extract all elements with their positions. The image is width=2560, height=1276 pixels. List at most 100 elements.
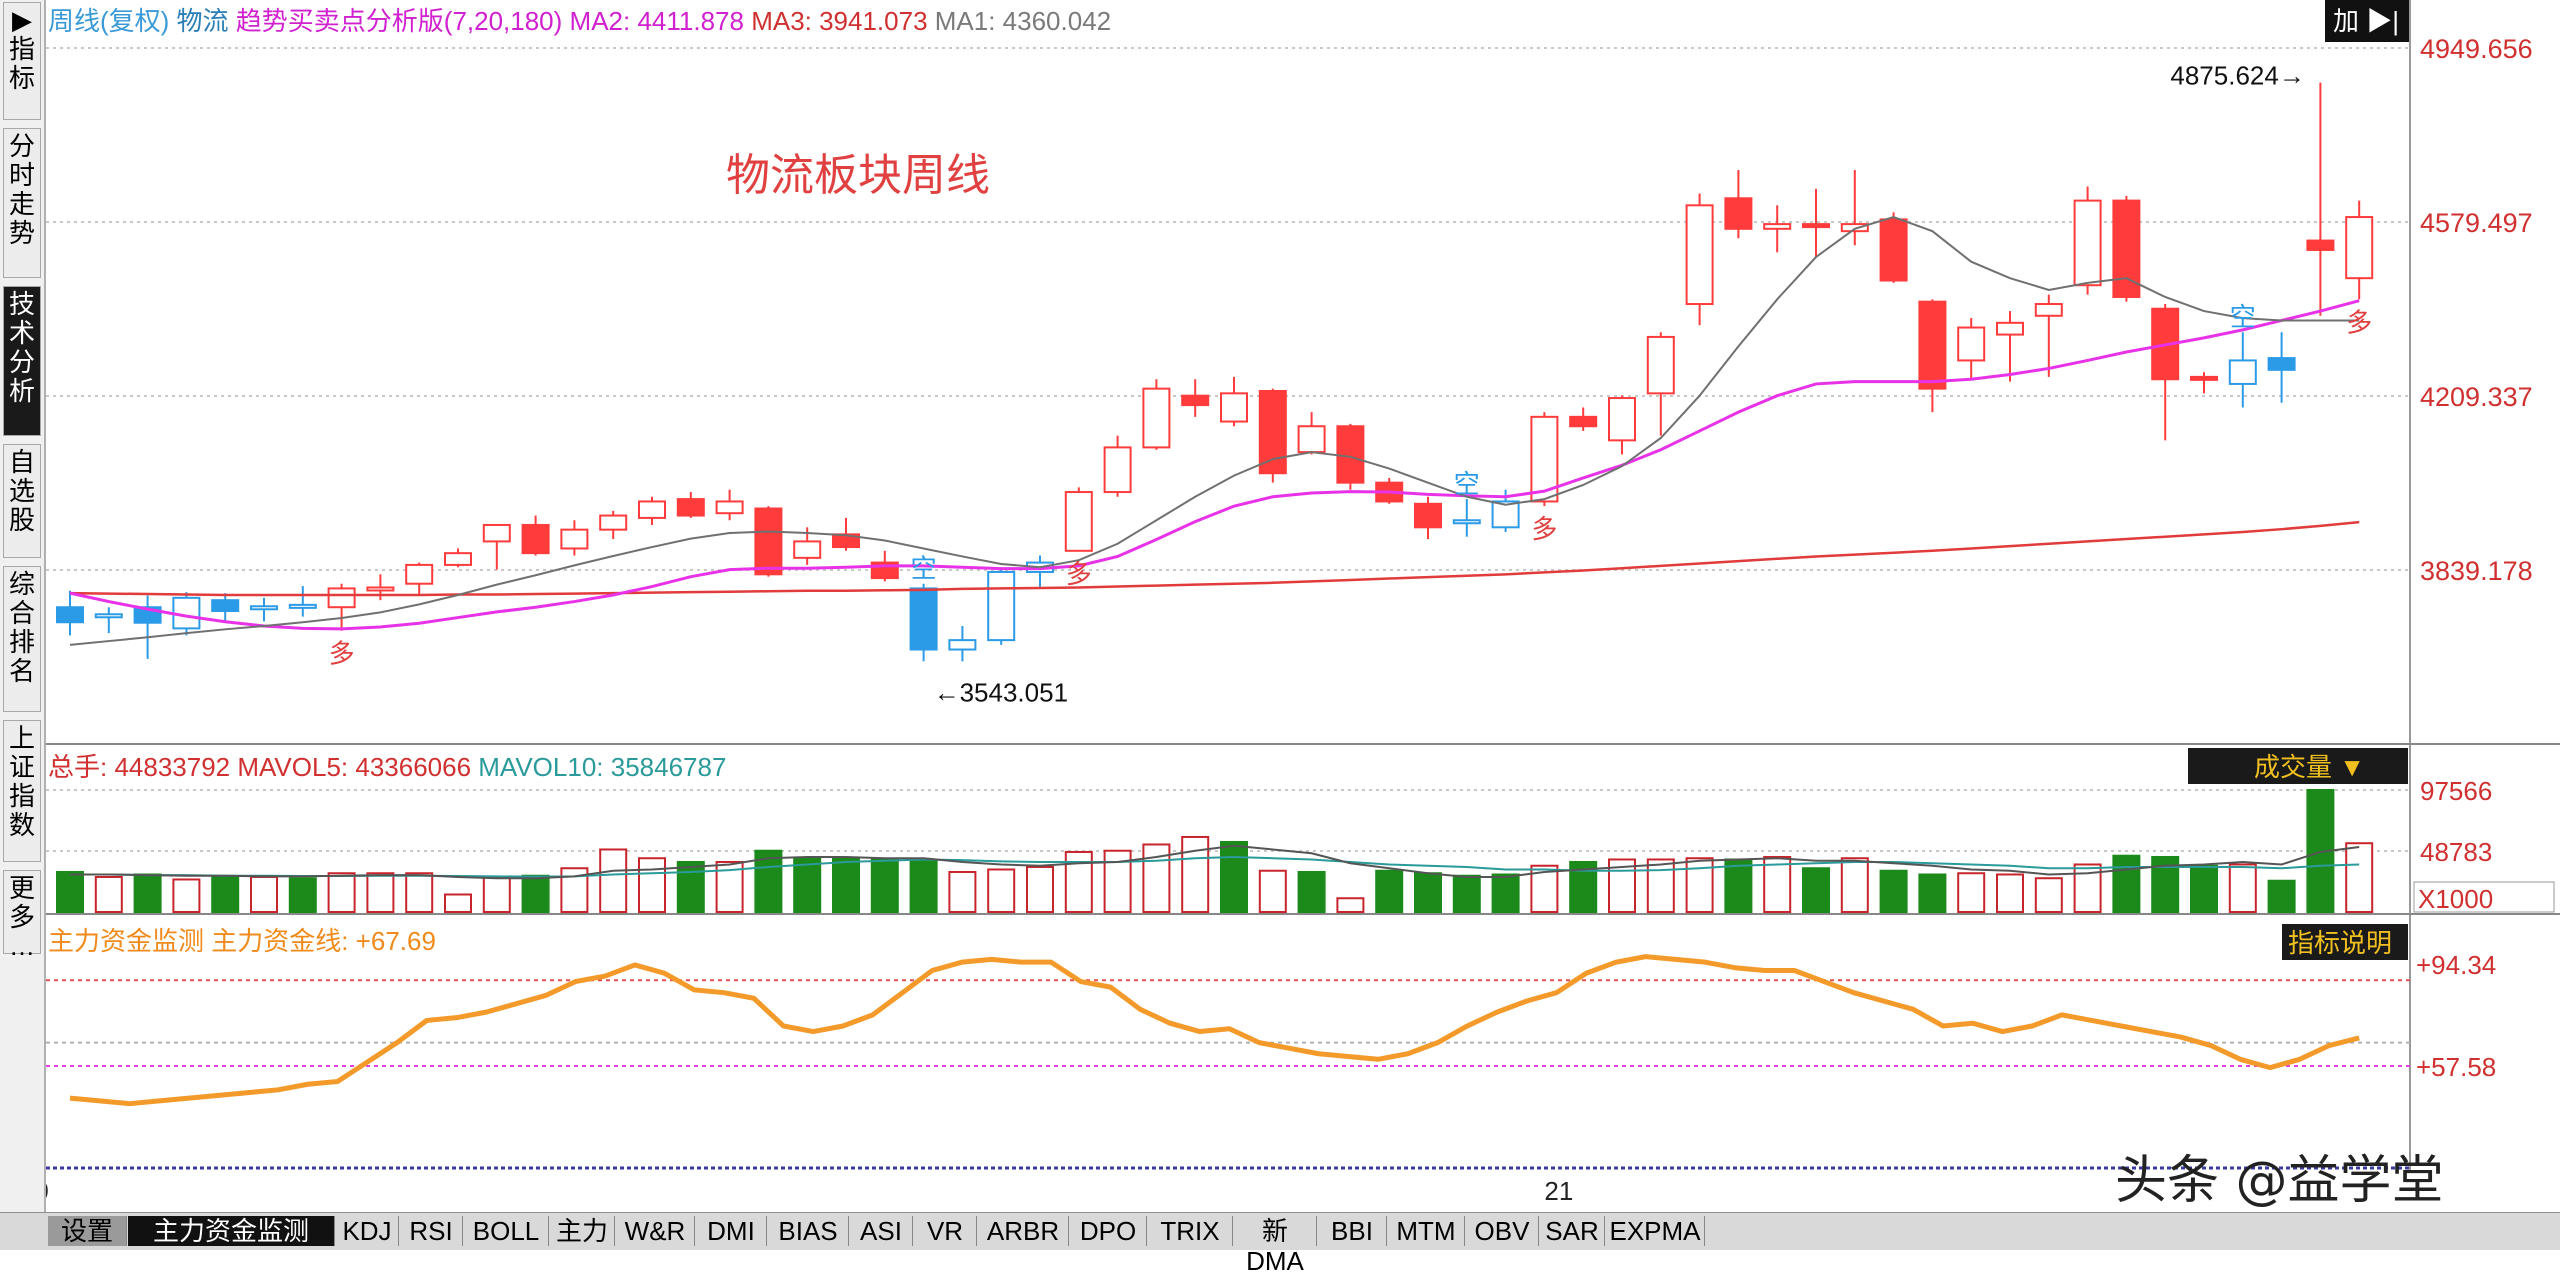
vol-bar-31 [1258,869,1287,913]
vol-bar-36 [1452,874,1481,913]
ma3-line [69,520,2360,597]
tab-10[interactable]: VR [914,1216,977,1246]
candle-body-4 [211,599,240,612]
signal-mark-3: 空 [1454,469,1480,499]
candle-body-24 [987,570,1016,642]
signal-mark-6: 多 [2346,307,2372,337]
high-annotation: 4875.624→ [2170,61,2304,91]
vol-bar-6 [288,877,317,913]
tab-7[interactable]: DMI [696,1216,767,1246]
sidebar-item-3[interactable]: 自选股 [3,444,41,558]
signal-mark-5: 空 [2230,302,2256,332]
sidebar-item-1[interactable]: 分时走势 [3,128,41,278]
tab-3[interactable]: RSI [400,1216,463,1246]
volume-selector-bg[interactable] [2188,748,2408,784]
add-button-bg[interactable] [2325,0,2409,42]
sidebar-item-5[interactable]: 上证指数 [3,720,41,862]
candle-body-39 [1569,415,1598,428]
tab-12[interactable]: DPO [1070,1216,1147,1246]
candle-body-11 [482,523,511,543]
help-button-label[interactable]: 指标说明 [2288,928,2392,958]
sidebar-item-6[interactable]: 更多… [3,870,41,961]
add-button-label[interactable]: 加 ▶| [2333,6,2399,36]
signal-mark-2: 多 [1066,559,1092,589]
candle-body-29 [1181,394,1210,407]
tab-17[interactable]: OBV [1466,1216,1539,1246]
vol-bar-41 [1646,858,1675,913]
tab-8[interactable]: BIAS [768,1216,849,1246]
candle-body-50 [1996,321,2024,336]
volume-selector-label[interactable]: 成交量 ▼ [2254,752,2365,782]
main-header: 周线(复权) 物流 趋势买卖点分析版(7,20,180) MA2: 4411.8… [48,6,1111,36]
tab-11[interactable]: ARBR [978,1216,1069,1246]
tab-14[interactable]: 新DMA [1234,1216,1317,1276]
chart-area[interactable]: 4949.656 4579.497 4209.337 3839.178 周线(复权) 物… [46,0,2560,1212]
vol-bar-25 [1026,865,1054,913]
tab-9[interactable]: ASI [850,1216,913,1246]
candle-body-44 [1763,223,1792,230]
candle-body-9 [405,563,434,585]
signal-mark-4: 多 [1531,514,1557,544]
help-button-bg[interactable] [2282,924,2408,960]
low-annotation: ←3543.051 [934,677,1068,707]
candle-body-40 [1608,397,1636,442]
money-header: 主力资金监测 主力资金线: +67.69 [48,926,436,956]
candle-body-15 [638,500,666,519]
main-ytick-0: 4949.656 [2420,34,2533,64]
candle-body-49 [1957,326,1986,362]
vol-bar-12 [521,874,550,913]
vol-bar-8 [366,872,395,914]
vol-bar-23 [948,870,977,914]
tab-19[interactable]: EXPMA [1606,1216,1705,1246]
vol-bar-15 [638,857,666,913]
candle-body-8 [366,586,395,592]
candle-body-31 [1258,389,1287,475]
vol-bar-22 [909,859,938,913]
candle-body-45 [1802,223,1830,229]
candle-body-59 [2345,216,2374,280]
vol-bar-14 [599,848,628,913]
candle-body-38 [1530,415,1559,503]
vol-ytick-1: 48783 [2420,837,2492,867]
ma1-line [69,216,2360,646]
candle-body-47 [1879,218,1908,282]
tab-13[interactable]: TRIX [1148,1216,1233,1246]
candle-body-51 [2034,303,2063,317]
vol-bar-53 [2112,854,2141,914]
candle-body-53 [2112,199,2141,298]
vol-bar-57 [2267,879,2296,914]
vol-bar-37 [1491,873,1520,914]
main-ytick-2: 4209.337 [2420,382,2533,412]
vol-bar-33 [1336,897,1365,913]
vol-bar-16 [676,860,705,914]
money-ytick-1: +57.58 [2416,1052,2496,1082]
candle-body-32 [1297,425,1326,454]
vol-bar-45 [1802,867,1830,913]
tab-1[interactable]: 主力资金监测 [128,1216,335,1246]
candle-body-55 [2190,375,2218,381]
tab-5[interactable]: 主力 [550,1216,615,1246]
sidebar-item-0[interactable]: ▶ 指标 [3,2,41,120]
vol-bar-21 [870,858,899,913]
candle-body-35 [1414,502,1442,529]
multiplier-label: X1000 [2418,884,2493,914]
vol-bar-35 [1414,872,1442,914]
tab-6[interactable]: W&R [616,1216,695,1246]
tab-16[interactable]: MTM [1388,1216,1465,1246]
tab-4[interactable]: BOLL [464,1216,549,1246]
candle-body-41 [1646,335,1675,395]
sidebar-item-4[interactable]: 综合排名 [3,566,41,712]
vol-bar-56 [2228,863,2257,914]
sidebar-item-2[interactable]: 技术分析 [3,286,41,436]
candle-body-0 [56,606,84,624]
vol-bar-44 [1763,855,1792,913]
candle-body-19 [793,540,822,559]
vol-bar-19 [793,857,822,913]
tab-15[interactable]: BBI [1318,1216,1387,1246]
tab-2[interactable]: KDJ [336,1216,399,1246]
ma2-line [69,299,2360,631]
vol-bar-10 [444,893,472,913]
tab-18[interactable]: SAR [1540,1216,1605,1246]
tab-0[interactable]: 设置 [48,1216,127,1246]
main-ytick-1: 4579.497 [2420,208,2533,238]
